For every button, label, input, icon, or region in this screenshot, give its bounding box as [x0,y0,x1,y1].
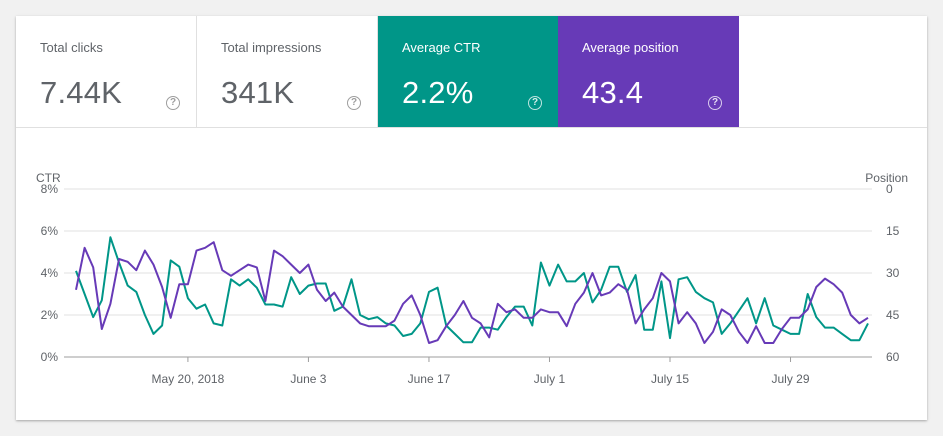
metric-value: 43.4 [582,75,644,110]
left-axis-title: CTR [36,171,61,185]
left-tick-label: 4% [41,266,59,280]
metric-value: 2.2% [402,75,474,110]
right-tick-label: 0 [886,182,893,196]
right-axis-title: Position [865,171,908,185]
help-icon[interactable]: ? [347,96,361,110]
help-icon[interactable]: ? [708,96,722,110]
line-chart: CTR Position 8% 0 6% 15 4% 30 2% 45 0% 60 May 20, … [36,171,908,386]
x-tick-label: May 20, 2018 [152,372,225,386]
right-tick-label: 60 [886,350,900,364]
performance-card: Total clicks 7.44K ? Total impressions 3… [16,16,927,420]
left-tick-label: 0% [41,350,59,364]
help-icon[interactable]: ? [528,96,542,110]
average-position-metric[interactable]: Average position 43.4 ? [558,16,739,127]
metric-label: Total clicks [40,40,103,55]
x-tick-label: July 29 [772,372,810,386]
right-tick-label: 45 [886,308,900,322]
ctr-series-line [75,236,869,344]
help-icon[interactable]: ? [166,96,180,110]
performance-chart: CTR Position 8% 0 6% 15 4% 30 2% 45 0% 60 May 20, … [16,127,927,420]
metrics-row: Total clicks 7.44K ? Total impressions 3… [16,16,927,128]
x-tick-label: July 1 [534,372,566,386]
right-tick-label: 15 [886,224,900,238]
left-tick-label: 8% [41,182,59,196]
total-clicks-metric[interactable]: Total clicks 7.44K ? [16,16,197,127]
left-tick-label: 6% [41,224,59,238]
metric-value: 341K [221,75,295,110]
total-impressions-metric[interactable]: Total impressions 341K ? [197,16,378,127]
right-tick-label: 30 [886,266,900,280]
average-ctr-metric[interactable]: Average CTR 2.2% ? [378,16,559,127]
position-series-line [75,241,869,344]
metric-label: Total impressions [221,40,322,55]
metric-label: Average position [582,40,679,55]
metric-value: 7.44K [40,75,123,110]
x-tick-label: June 17 [408,372,451,386]
x-tick-label: July 15 [651,372,689,386]
x-tick-label: June 3 [290,372,326,386]
metric-label: Average CTR [402,40,481,55]
left-tick-label: 2% [41,308,59,322]
